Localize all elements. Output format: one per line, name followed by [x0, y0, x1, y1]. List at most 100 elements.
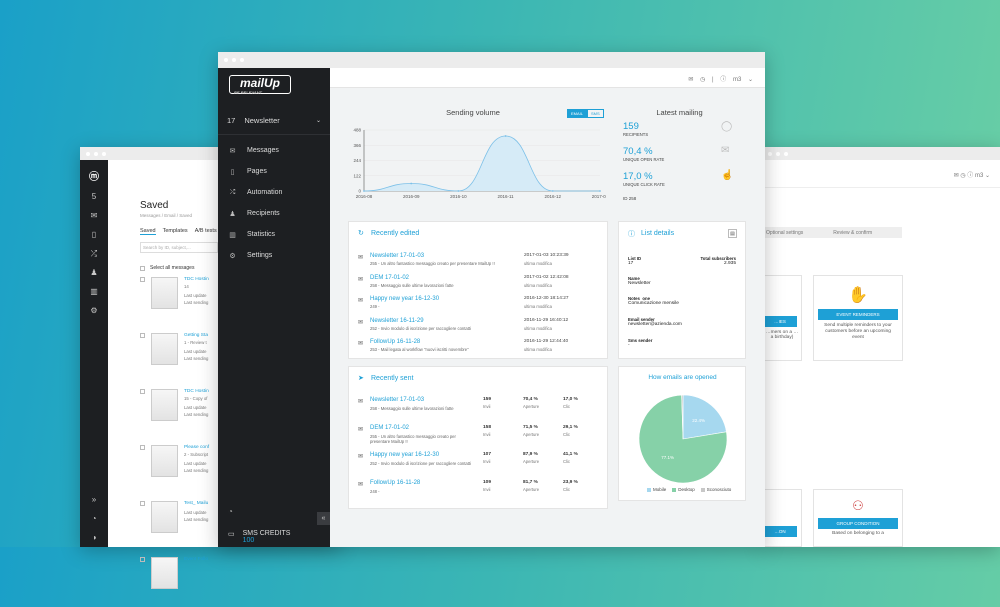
- message-title[interactable]: Getting Sta: [184, 333, 208, 338]
- message-title[interactable]: Please conf: [184, 445, 210, 450]
- sidebar-item-1[interactable]: ✉: [90, 211, 98, 220]
- channel-toggle[interactable]: EMAIL SMS: [567, 109, 604, 118]
- row-checkbox[interactable]: [140, 277, 145, 282]
- message-title[interactable]: Test_ Mailu: [184, 501, 209, 506]
- toggle-sms[interactable]: SMS: [587, 109, 604, 118]
- sent-label: Invii: [483, 486, 491, 492]
- user-icon: ◯: [721, 121, 733, 132]
- help-icon[interactable]: ⓘ: [720, 77, 727, 83]
- sent-row[interactable]: ✉ Newsletter 17-01-03 258 - Messaggio sull…: [358, 397, 599, 423]
- sent-row[interactable]: ✉ DEM 17-01-02 255 - Un altro fantastico m…: [358, 425, 599, 451]
- sidebar-item-settings[interactable]: ⚙ Settings: [218, 245, 330, 266]
- tab-1[interactable]: Templates: [162, 228, 188, 234]
- sidebar-item-4[interactable]: ♟: [90, 268, 98, 277]
- message-title-link[interactable]: Newsletter 17-01-03: [370, 397, 425, 403]
- workflow-card-event-reminders[interactable]: ✋ EVENT REMINDERS Send multiple reminder…: [813, 275, 903, 361]
- toggle-email[interactable]: EMAIL: [567, 109, 588, 118]
- row-checkbox[interactable]: [140, 389, 145, 394]
- message-row[interactable]: TDC Hostin 15 - Copy of Last update Last se…: [140, 389, 340, 439]
- message-row[interactable]: Getting Sta 1 - Review t Last update Last s…: [140, 333, 340, 383]
- edited-row[interactable]: ✉ Happy new year 16-12-30 249 - 2016-12-30 …: [358, 296, 599, 316]
- workflow-card-birthday[interactable]: …IES …mers on a …a birthday): [762, 275, 802, 361]
- footer-icon-2[interactable]: ◑: [91, 533, 97, 542]
- search-input[interactable]: Search by ID, subject,...: [140, 242, 218, 253]
- user-menu[interactable]: m3: [732, 77, 742, 83]
- group-condition-button[interactable]: GROUP CONDITION: [818, 518, 898, 529]
- row-checkbox[interactable]: [140, 501, 145, 506]
- mailup-logo-icon: ⓜ: [89, 172, 99, 183]
- tab-2[interactable]: A/B tests: [194, 228, 217, 234]
- message-thumbnail[interactable]: [151, 277, 178, 309]
- edited-row[interactable]: ✉ FollowUp 16-11-28 253 - Mail legata al w…: [358, 339, 599, 359]
- message-thumbnail[interactable]: [151, 389, 178, 421]
- message-row[interactable]: Event Follo: [140, 557, 340, 607]
- sidebar-item-5[interactable]: ▥: [90, 287, 98, 296]
- sidebar-item-3[interactable]: ⤮: [90, 249, 98, 258]
- message-row[interactable]: Please conf 2 - Subscript Last update Last …: [140, 445, 340, 495]
- message-title-link[interactable]: Happy new year 16-12-30: [370, 452, 440, 458]
- help-icon[interactable]: ◔: [228, 507, 233, 516]
- card-button[interactable]: …ON: [763, 526, 797, 537]
- edited-row[interactable]: ✉ DEM 17-01-02 258 - Messaggio sulle ultim…: [358, 275, 599, 295]
- message-info: TDC Hostin 15 - Copy of Last update Last se…: [184, 389, 209, 417]
- message-title-link[interactable]: DEM 17-01-02: [370, 274, 410, 281]
- message-title[interactable]: Event Follo: [184, 557, 208, 562]
- row-checkbox[interactable]: [140, 445, 145, 450]
- envelope-icon: ✉: [358, 319, 364, 326]
- workflow-card-group-condition[interactable]: ⚇ GROUP CONDITION Based on belonging to …: [813, 489, 903, 547]
- message-thumbnail[interactable]: [151, 557, 178, 589]
- legend-label: Mobile: [653, 487, 667, 492]
- row-checkbox[interactable]: [140, 333, 145, 338]
- user-menu[interactable]: m3: [974, 173, 984, 179]
- footer-icon-1[interactable]: ◔: [91, 514, 97, 523]
- sent-row[interactable]: ✉ Happy new year 16-12-30 252 - Invio modu…: [358, 452, 599, 478]
- list-selector[interactable]: 17 Newsletter ⌄: [218, 107, 330, 135]
- message-thumbnail[interactable]: [151, 445, 178, 477]
- workflow-card-condition[interactable]: …ON: [762, 489, 802, 547]
- message-thumbnail[interactable]: [151, 501, 178, 533]
- card-button[interactable]: …IES: [763, 316, 797, 327]
- footer-icon-0[interactable]: »: [91, 495, 97, 504]
- row-checkbox[interactable]: [140, 557, 145, 562]
- message-title[interactable]: TDC Hostin: [184, 277, 209, 282]
- clock-icon[interactable]: ◷: [700, 77, 706, 83]
- pie-slice-mobile: [682, 394, 727, 440]
- event-reminders-button[interactable]: EVENT REMINDERS: [818, 309, 898, 320]
- message-title-link[interactable]: Newsletter 16-11-29: [370, 317, 424, 324]
- sidebar-item-automation[interactable]: ⤮ Automation: [218, 182, 330, 203]
- volume-point-2017-01: [599, 190, 601, 192]
- sidebar-item-messages[interactable]: ✉ Messages: [218, 140, 330, 161]
- sidebar-item-recipients[interactable]: ♟ Recipients: [218, 203, 330, 224]
- mailup-logo: mailUp BE RELEVANT: [229, 75, 291, 95]
- mail-icon[interactable]: ✉: [688, 77, 694, 83]
- sidebar-item-statistics[interactable]: ▥ Statistics: [218, 224, 330, 245]
- sidebar-item-6[interactable]: ⚙: [90, 306, 98, 315]
- legend-swatch: [647, 487, 651, 492]
- message-title-link[interactable]: Newsletter 17-01-03: [370, 253, 425, 259]
- message-thumbnail[interactable]: [151, 333, 178, 365]
- sidebar-item-0[interactable]: 5: [91, 192, 97, 201]
- list-menu-button[interactable]: ▤: [728, 229, 737, 238]
- message-title-link[interactable]: DEM 17-01-02: [370, 424, 410, 431]
- open-label: Aperture: [523, 486, 540, 492]
- message-title-link[interactable]: Happy new year 16-12-30: [370, 296, 440, 302]
- message-title[interactable]: TDC Hostin: [184, 389, 209, 394]
- collapse-sidebar-button[interactable]: «: [317, 512, 330, 525]
- select-all-checkbox[interactable]: [140, 265, 145, 271]
- message-title-link[interactable]: FollowUp 16-11-28: [370, 479, 421, 486]
- sidebar-item-pages[interactable]: ▯ Pages: [218, 161, 330, 182]
- sent-row[interactable]: ✉ FollowUp 16-11-28 248 - 109 Invii 81,7 % Ape…: [358, 480, 599, 506]
- tab-0[interactable]: Saved: [140, 228, 156, 235]
- edited-row[interactable]: ✉ Newsletter 16-11-29 252 - Invio modulo d…: [358, 318, 599, 338]
- message-row[interactable]: TDC Hostin 14 Last update Last sending: [140, 277, 340, 327]
- select-all-row[interactable]: Select all messages: [140, 265, 340, 271]
- edited-row[interactable]: ✉ Newsletter 17-01-03 255 - Un altro fanta…: [358, 253, 599, 273]
- modified-date: 2017-01-02 12:42:08: [524, 274, 569, 280]
- sidebar-item-2[interactable]: ▯: [91, 230, 97, 239]
- stat-open-rate: 70,4 % UNIQUE OPEN RATE: [623, 146, 664, 162]
- sms-sender-field: Sms sender -: [628, 338, 652, 348]
- message-row[interactable]: Test_ Mailu Last update Last sending: [140, 501, 340, 551]
- recently-edited-panel: ↻ Recently edited ✉ Newsletter 17-01-03 255…: [348, 221, 608, 359]
- message-title-link[interactable]: FollowUp 16-11-28: [370, 339, 421, 345]
- field-label: Name: [628, 276, 640, 281]
